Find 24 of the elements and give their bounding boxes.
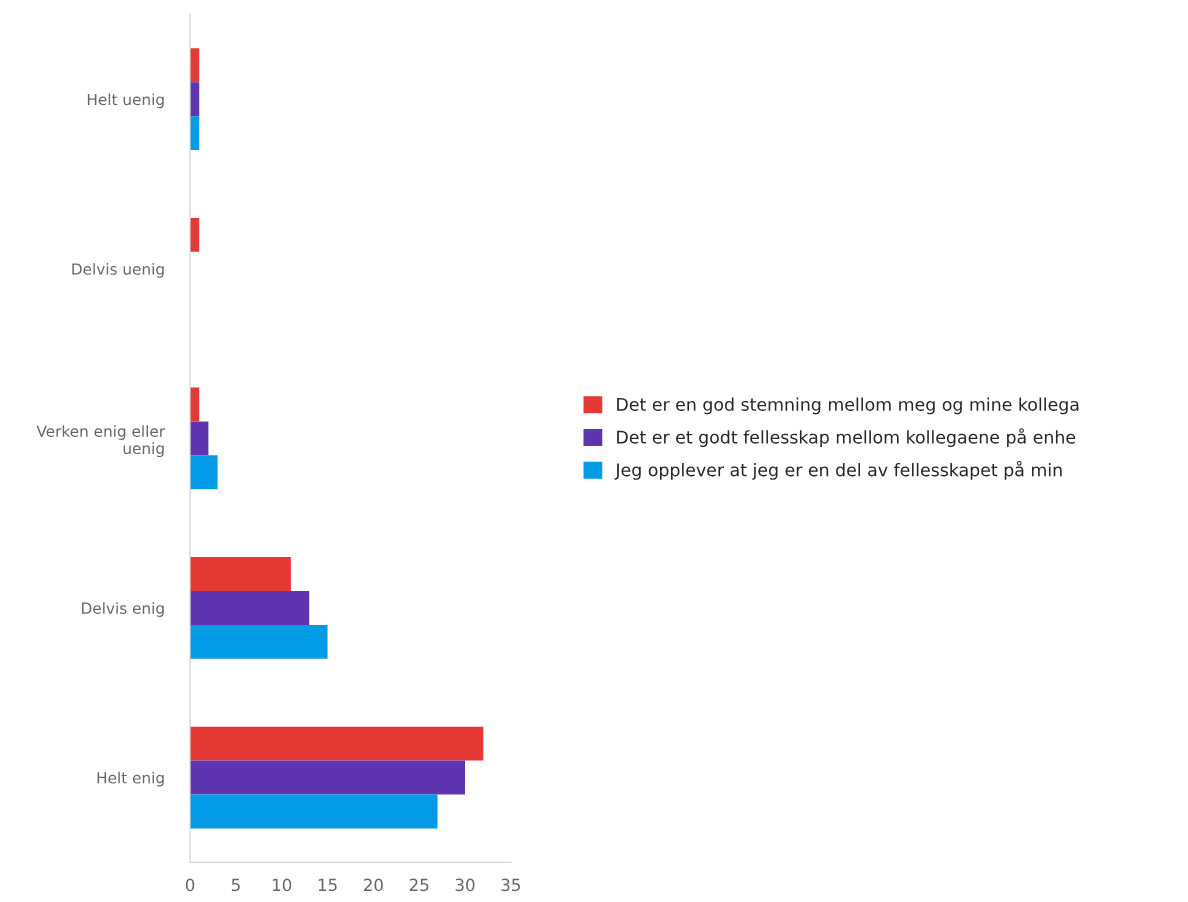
x-tick-label: 25: [409, 878, 429, 892]
x-tick-label: 20: [363, 878, 383, 892]
y-tick-label: Delvis enig: [82, 602, 164, 617]
x-tick-label: 0: [185, 878, 195, 892]
bar: [190, 421, 209, 456]
bar: [190, 624, 328, 659]
x-tick-label: 5: [231, 878, 240, 892]
legend-label: Det er et godt fellesskap mellom kollegaene på enhe: [617, 428, 1076, 448]
x-tick-label: 30: [455, 878, 475, 892]
y-tick-label: Verken enig eller uenig: [36, 425, 166, 458]
bar: [190, 726, 484, 761]
bar: [190, 557, 291, 591]
y-tick-label: Helt enig: [97, 771, 164, 787]
y-tick-label: Delvis uenig: [72, 262, 164, 278]
legend-label: Jeg opplever at jeg er en del av fellesskapet på min: [614, 460, 1062, 480]
bar: [190, 794, 438, 829]
x-tick-label: 10: [272, 878, 292, 892]
bar: [190, 455, 218, 490]
bar: [190, 590, 310, 625]
x-tick-label: 15: [318, 878, 337, 892]
x-tick-label: 35: [501, 878, 520, 892]
bar: [190, 760, 466, 795]
legend-label: Det er en god stemning mellom meg og mine kollega: [617, 397, 1079, 415]
y-tick-label: Helt uenig: [87, 93, 164, 109]
